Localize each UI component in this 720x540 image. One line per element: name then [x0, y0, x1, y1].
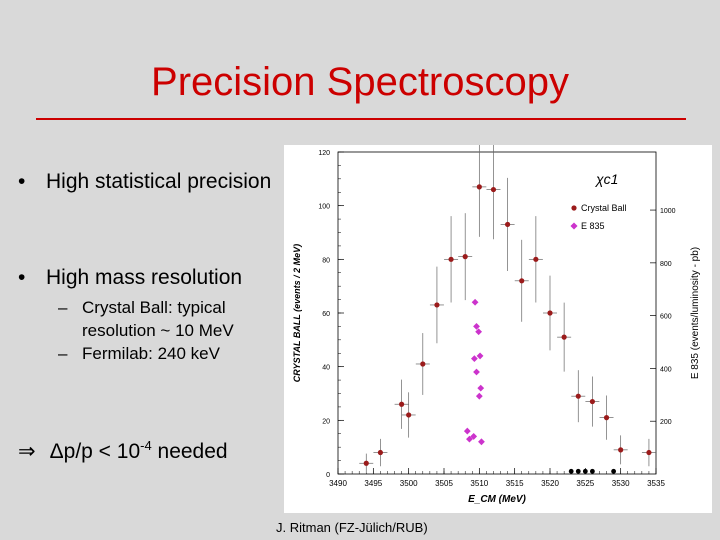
bullet-item: • High mass resolution	[18, 264, 242, 291]
crystal-ball-point	[561, 334, 567, 340]
y-axis-label: CRYSTAL BALL (events / 2 MeV)	[292, 244, 302, 382]
crystal-ball-point	[547, 310, 553, 316]
y-tick-label: 80	[322, 257, 330, 264]
e835-point	[477, 384, 485, 392]
y-tick-label: 20	[322, 418, 330, 425]
x-tick-label: 3500	[400, 479, 418, 488]
dash-icon: –	[58, 344, 68, 363]
title-divider	[36, 118, 686, 120]
x-tick-label: 3505	[435, 479, 453, 488]
y-tick-label: 60	[322, 311, 330, 318]
e835-point	[476, 352, 484, 360]
y-tick-label: 120	[318, 150, 330, 157]
background-point	[611, 468, 616, 474]
x-tick-label: 3490	[329, 479, 347, 488]
e835-point	[463, 427, 471, 435]
bullet-text: High statistical precision	[46, 170, 272, 193]
e835-point	[471, 298, 479, 306]
e835-point	[473, 368, 480, 376]
y-tick-label: 100	[318, 204, 330, 211]
x-tick-label: 3520	[541, 479, 559, 488]
y2-tick-label: 200	[660, 419, 672, 426]
crystal-ball-point	[533, 256, 539, 262]
y-tick-label: 0	[326, 472, 330, 479]
crystal-ball-point	[406, 412, 412, 418]
y2-tick-label: 800	[660, 261, 672, 268]
e835-point	[475, 328, 483, 336]
y2-tick-label: 400	[660, 366, 672, 373]
crystal-ball-point	[420, 361, 426, 367]
crystal-ball-point	[519, 278, 525, 284]
sub-bullet-item: – Crystal Ball: typical resolution ~ 10 …	[58, 296, 288, 342]
crystal-ball-point	[575, 393, 581, 399]
e835-point	[470, 355, 478, 363]
footer-credit: J. Ritman (FZ-Jülich/RUB)	[276, 520, 428, 535]
legend-label-crystal-ball: Crystal Ball	[581, 203, 627, 213]
plot-frame	[337, 151, 657, 475]
formula-exponent: -4	[140, 438, 152, 453]
e835-point	[470, 433, 478, 440]
e835-point	[473, 323, 480, 330]
chi-c1-scan-chart: 3490 3495 3500 3505 3510 3515 3520 3525 3530 3535…	[292, 136, 701, 505]
legend-marker-crystal-ball	[571, 205, 577, 211]
slide-title: Precision Spectroscopy	[151, 60, 569, 104]
bullet-dot-icon: •	[18, 170, 26, 193]
x-tick-label: 3510	[470, 479, 488, 488]
sub-bullet-item: – Fermilab: 240 keV	[58, 342, 288, 365]
crystal-ball-point	[377, 449, 383, 456]
resolution-formula: ⇒ Δp/p < 10-4 needed	[18, 432, 228, 465]
legend-marker-e835	[570, 222, 578, 230]
background-point	[568, 468, 574, 474]
x-tick-label: 3495	[364, 479, 382, 488]
e835-point	[466, 435, 473, 443]
crystal-ball-point	[476, 184, 482, 190]
y2-tick-label: 1000	[660, 208, 676, 215]
crystal-ball-point	[490, 186, 497, 193]
x-tick-label: 3535	[647, 479, 665, 488]
sub-bullet-text: Fermilab: 240 keV	[82, 344, 220, 363]
implies-arrow-icon: ⇒	[18, 440, 36, 463]
e835-point	[478, 438, 485, 446]
crystal-ball-point	[363, 460, 369, 466]
crystal-ball-point	[618, 447, 624, 453]
e835-point	[475, 392, 483, 400]
dash-icon: –	[58, 298, 68, 317]
crystal-ball-point	[462, 254, 468, 260]
crystal-ball-point	[505, 221, 511, 228]
bullet-text: High mass resolution	[46, 266, 243, 289]
background-point	[590, 468, 595, 474]
x-tick-label: 3525	[576, 479, 594, 488]
y2-tick-label: 600	[660, 314, 672, 321]
legend-label-e835: E 835	[581, 221, 605, 231]
chart-panel: 3490 3495 3500 3505 3510 3515 3520 3525 3530 3535…	[284, 136, 712, 513]
x-tick-label: 3530	[612, 479, 630, 488]
bullet-item: • High statistical precision	[18, 168, 271, 195]
sub-bullet-list: – Crystal Ball: typical resolution ~ 10 …	[58, 296, 288, 365]
formula-text: Δp/p < 10	[49, 440, 141, 463]
background-point	[582, 468, 588, 474]
x-axis-label: E_CM (MeV)	[468, 494, 526, 505]
crystal-ball-point	[434, 302, 440, 308]
crystal-ball-point	[646, 449, 652, 456]
formula-suffix: needed	[151, 440, 228, 463]
y-tick-label: 40	[322, 365, 330, 372]
bullet-dot-icon: •	[18, 266, 26, 289]
crystal-ball-point	[589, 398, 595, 405]
crystal-ball-point	[399, 401, 405, 407]
chart-title: χc1	[594, 171, 618, 187]
background-point	[575, 468, 581, 474]
sub-bullet-text: Crystal Ball: typical resolution ~ 10 Me…	[82, 298, 234, 340]
x-tick-label: 3515	[506, 479, 524, 488]
crystal-ball-point	[603, 415, 610, 421]
crystal-ball-point	[448, 256, 454, 262]
y2-axis-label: E 835 (events/luminosity - pb)	[690, 247, 701, 379]
